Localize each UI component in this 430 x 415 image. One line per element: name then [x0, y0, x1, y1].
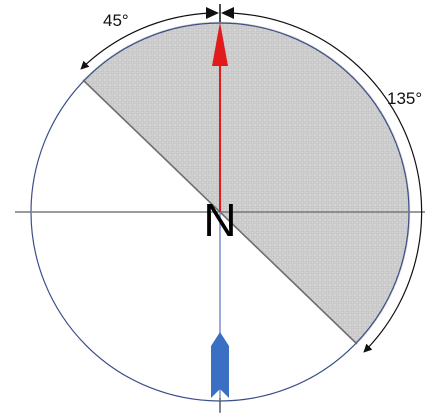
north-tick-left-arrow [206, 7, 219, 19]
north-tick-right-arrow [221, 7, 234, 19]
north-heading-arrow-head [212, 22, 228, 66]
arc-45-dimension [80, 12, 213, 70]
north-center-label: N [203, 194, 236, 246]
arc-left-angle-label: 45° [103, 11, 129, 30]
arc-right-angle-label: 135° [387, 89, 422, 108]
bow-arrow-icon [211, 332, 229, 398]
arc-135-dimension [227, 12, 423, 353]
shaded-sector [83, 21, 411, 344]
